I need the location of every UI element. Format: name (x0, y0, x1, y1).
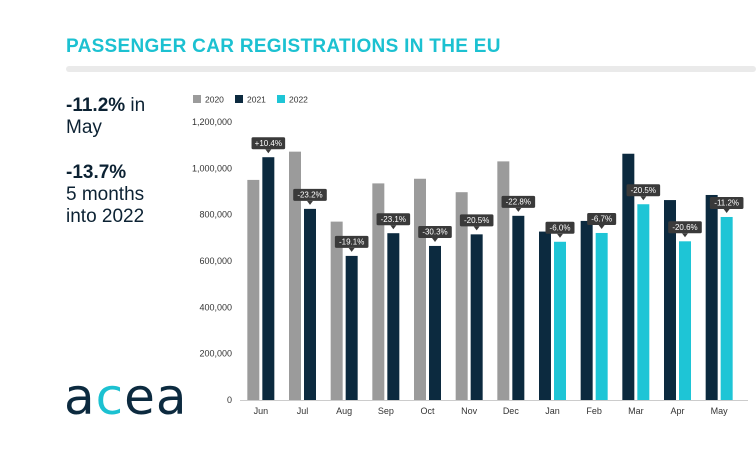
x-tick-label: Aug (336, 406, 352, 416)
data-label-pointer (265, 149, 272, 154)
kpi-ytd-value: -13.7% (66, 162, 127, 183)
bar-2020-jul (289, 151, 301, 400)
data-label: -20.5% (631, 186, 656, 195)
x-tick-label: Jun (254, 406, 269, 416)
x-tick-label: Nov (461, 406, 478, 416)
kpi-ytd-label-1: 5 months (66, 184, 145, 205)
data-label-bg (251, 137, 286, 150)
x-tick-label: May (711, 406, 729, 416)
legend-label-2020: 2020 (205, 95, 224, 105)
y-tick-label: 1,200,000 (192, 117, 232, 127)
data-label-bg (459, 214, 494, 227)
kpi-may: -11.2% in May (66, 95, 145, 139)
bar-2022-apr (679, 241, 691, 400)
data-label-pointer (682, 233, 688, 238)
legend-swatch-2022 (277, 95, 285, 103)
legend-swatch-2020 (193, 95, 201, 103)
data-label: -23.1% (381, 215, 406, 224)
data-label-bg (626, 184, 661, 197)
data-label: -20.5% (464, 216, 489, 225)
acea-logo: acea (64, 368, 188, 426)
data-label-bg (501, 195, 536, 208)
bar-2021-jun (262, 157, 275, 400)
bar-2022-feb (595, 232, 608, 400)
data-label-bg (709, 196, 744, 209)
data-label: -6.0% (550, 223, 571, 232)
data-label: -19.1% (339, 238, 364, 247)
data-label-pointer (390, 225, 397, 230)
bar-2020-jun (247, 179, 260, 400)
y-tick-label: 200,000 (199, 349, 232, 359)
title-divider (66, 66, 756, 72)
data-label: -22.8% (506, 197, 531, 206)
data-label: -6.7% (591, 215, 612, 224)
data-label: -20.6% (672, 223, 697, 232)
x-tick-label: Jul (297, 406, 309, 416)
data-label-bg (545, 221, 575, 234)
data-label: -30.3% (422, 228, 447, 237)
data-label-bg (334, 235, 369, 248)
bar-2020-aug (330, 221, 343, 400)
x-tick-label: Feb (586, 406, 602, 416)
data-label-bg (668, 221, 702, 234)
data-label-pointer (515, 207, 522, 212)
data-label-bg (418, 225, 452, 238)
bar-2021-jul (304, 208, 316, 400)
kpi-ytd-label-2: into 2022 (66, 206, 145, 227)
bar-2021-sep (387, 233, 400, 400)
data-label: -11.2% (714, 199, 739, 208)
x-tick-label: Apr (670, 406, 684, 416)
bar-2021-mar (622, 153, 635, 400)
data-label-pointer (473, 226, 480, 231)
bar-2021-jan (539, 231, 551, 400)
legend-label-2021: 2021 (247, 95, 266, 105)
bar-2020-nov (455, 192, 468, 400)
data-label-pointer (432, 237, 438, 242)
bar-2022-mar (637, 204, 650, 400)
y-tick-label: 0 (227, 395, 232, 405)
data-label-pointer (348, 247, 355, 252)
data-label-bg (587, 212, 617, 225)
data-label-pointer (307, 200, 313, 205)
x-tick-label: Sep (378, 406, 394, 416)
data-label-pointer (640, 196, 647, 201)
x-tick-label: Jan (545, 406, 560, 416)
data-label: -23.2% (297, 190, 322, 199)
x-tick-label: Oct (420, 406, 435, 416)
legend-swatch-2021 (235, 95, 243, 103)
bar-2021-may (705, 194, 718, 400)
bar-2022-jan (554, 241, 566, 400)
bar-2021-dec (512, 215, 525, 400)
legend-label-2022: 2022 (289, 95, 308, 105)
y-tick-label: 1,000,000 (192, 163, 232, 173)
y-tick-label: 800,000 (199, 210, 232, 220)
data-label-bg (293, 188, 327, 201)
bar-2020-sep (372, 183, 385, 400)
bar-2021-feb (580, 220, 593, 400)
bar-2020-dec (497, 161, 510, 400)
x-tick-label: Dec (503, 406, 520, 416)
x-tick-label: Mar (628, 406, 644, 416)
kpi-may-value: -11.2% (66, 95, 126, 116)
bar-2020-oct (414, 178, 426, 400)
y-tick-label: 400,000 (199, 302, 232, 312)
bar-2021-nov (470, 234, 483, 400)
bar-2021-aug (345, 255, 358, 400)
bar-2021-oct (429, 245, 441, 400)
bar-2022-may (720, 216, 733, 400)
y-tick-label: 600,000 (199, 256, 232, 266)
kpi-may-label: May (66, 117, 102, 138)
bar-2021-apr (664, 200, 676, 400)
data-label-pointer (557, 233, 563, 238)
kpi-ytd: -13.7% 5 months into 2022 (66, 162, 144, 228)
data-label-pointer (598, 224, 605, 229)
data-label-bg (376, 213, 411, 226)
data-label: +10.4% (255, 139, 282, 148)
chart-title: PASSENGER CAR REGISTRATIONS IN THE EU (66, 36, 501, 57)
data-label-pointer (723, 208, 730, 213)
kpi-may-suffix: in (125, 95, 146, 116)
